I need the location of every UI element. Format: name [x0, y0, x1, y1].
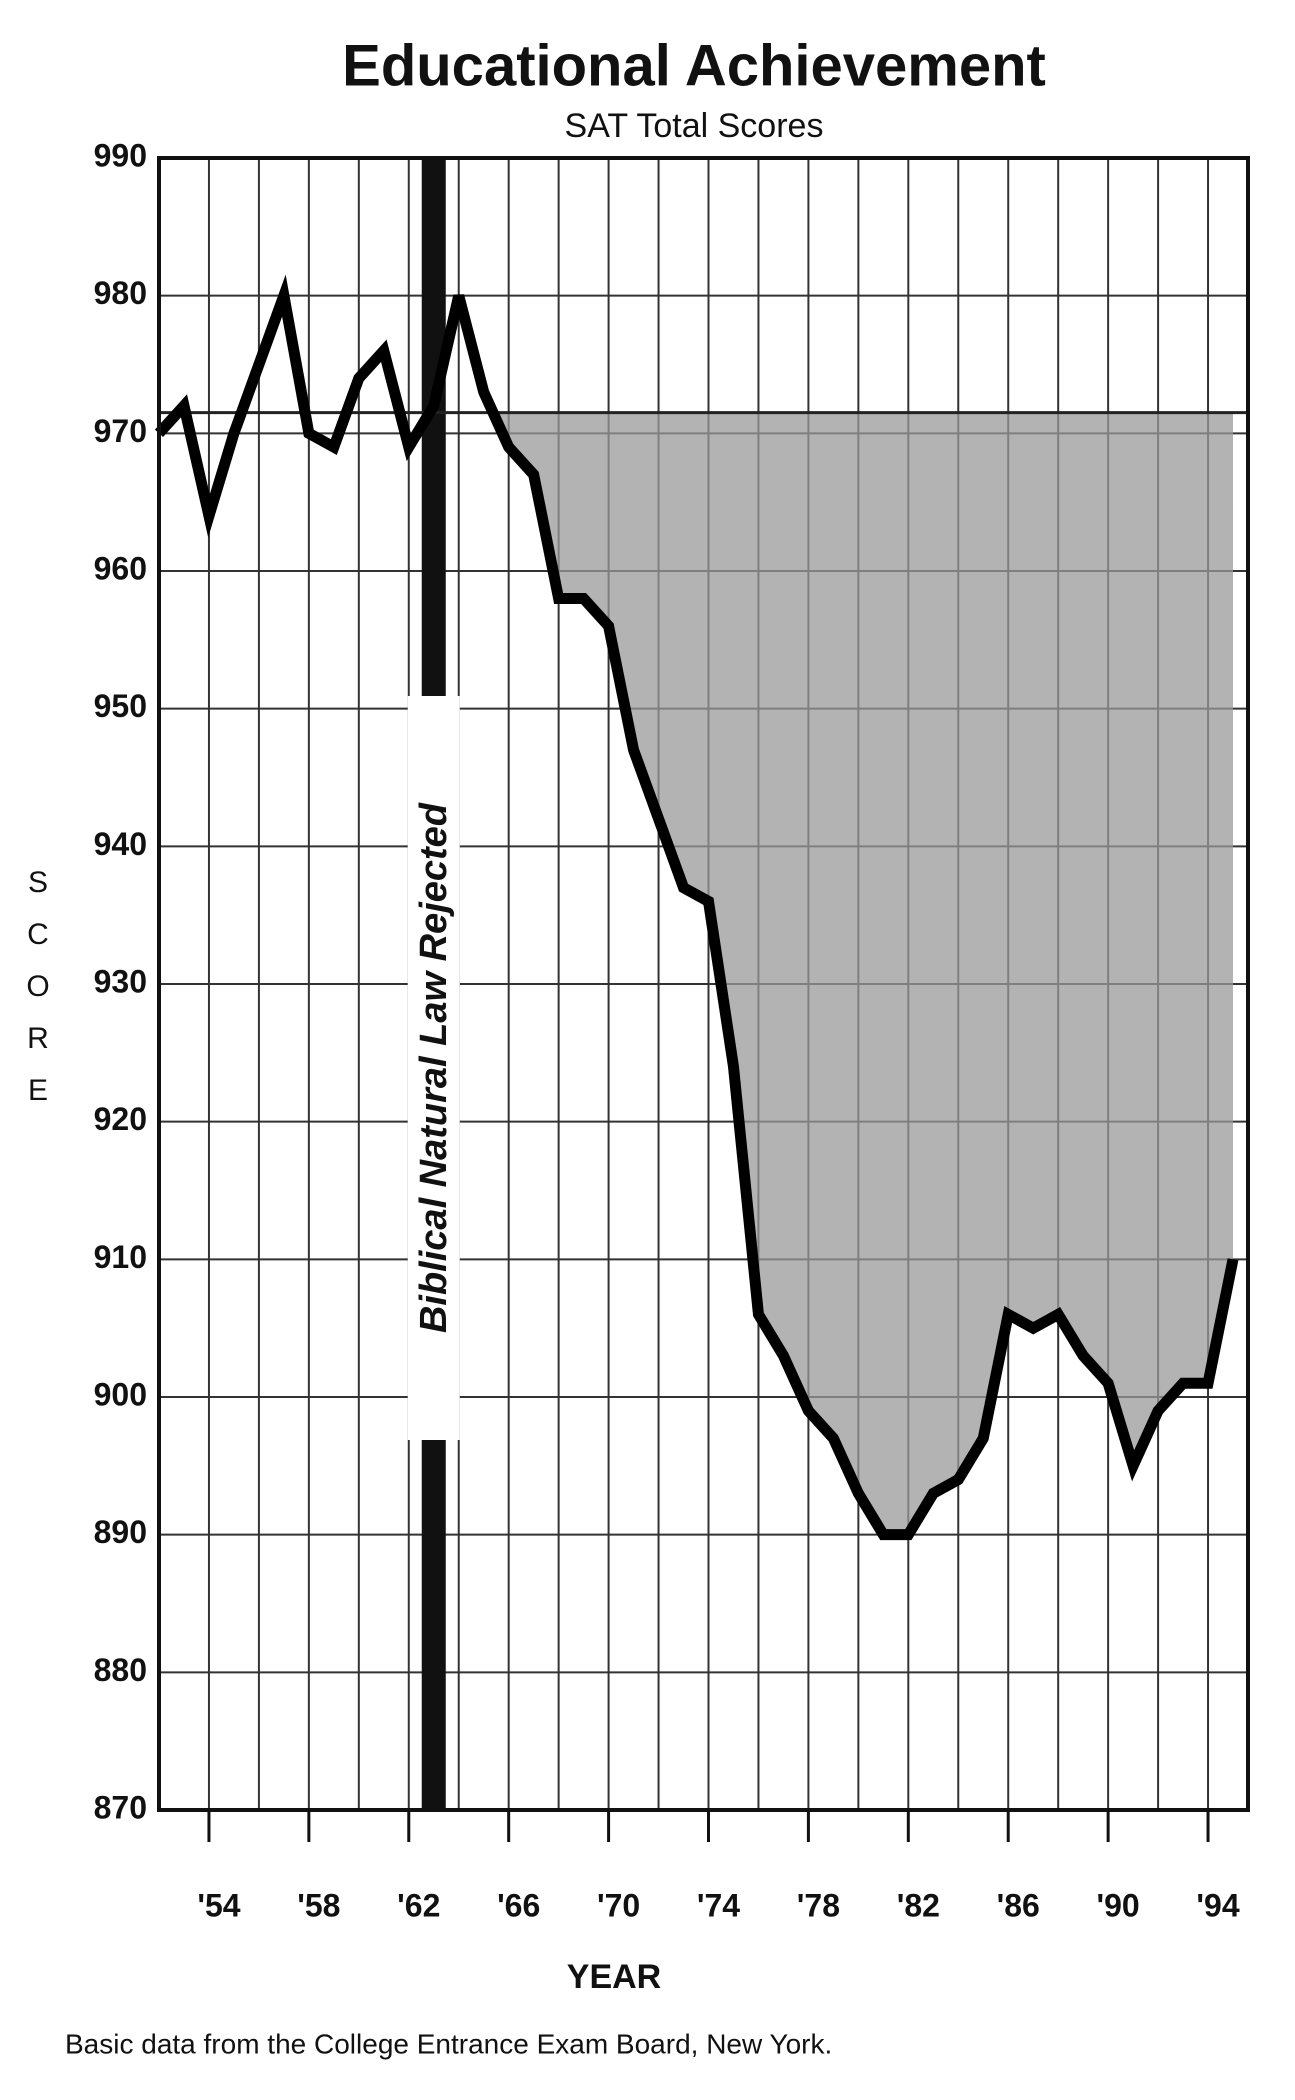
- y-tick-label: 930: [94, 963, 147, 999]
- y-axis-label-letter: O: [26, 970, 49, 1003]
- y-axis-label-letter: S: [28, 866, 48, 899]
- plot-frame: [157, 156, 1250, 1812]
- y-tick-label: 970: [94, 413, 147, 449]
- source-note: Basic data from the College Entrance Exa…: [65, 2028, 832, 2059]
- y-tick-label: 880: [94, 1652, 147, 1688]
- y-tick-label: 890: [94, 1514, 147, 1550]
- x-tick-label: '70: [597, 1887, 640, 1923]
- y-tick-label: 910: [94, 1239, 147, 1275]
- x-tick-label: '94: [1196, 1887, 1239, 1923]
- annotation-box: [407, 696, 460, 1440]
- shaded-area: [447, 412, 1234, 1535]
- y-tick-label: 940: [94, 826, 147, 862]
- y-tick-label: 990: [94, 137, 147, 173]
- x-tick-label: '74: [697, 1887, 740, 1923]
- y-tick-label: 920: [94, 1101, 147, 1137]
- chart-title: Educational Achievement: [342, 33, 1046, 98]
- x-tick-label: '58: [297, 1887, 340, 1923]
- chart-subtitle: SAT Total Scores: [565, 107, 824, 145]
- y-tick-label: 870: [94, 1789, 147, 1825]
- y-tick-label: 980: [94, 275, 147, 311]
- x-tick-label: '78: [797, 1887, 840, 1923]
- x-tick-label: '82: [897, 1887, 940, 1923]
- y-axis-label-letter: C: [27, 918, 49, 951]
- y-tick-label: 950: [94, 688, 147, 724]
- y-tick-label: 960: [94, 550, 147, 586]
- x-tick-label: '90: [1097, 1887, 1140, 1923]
- x-tick-label: '62: [397, 1887, 440, 1923]
- data-line: [154, 274, 1239, 1541]
- annotation-text: Biblical Natural Law Rejected: [413, 802, 455, 1333]
- x-tick-label: '66: [497, 1887, 540, 1923]
- x-tick-label: '54: [197, 1887, 240, 1923]
- y-axis-label-letter: R: [27, 1022, 49, 1055]
- x-tick-label: '86: [997, 1887, 1040, 1923]
- y-tick-label: 900: [94, 1376, 147, 1412]
- x-axis-label: YEAR: [567, 1958, 661, 1996]
- y-axis-label-letter: E: [28, 1074, 48, 1107]
